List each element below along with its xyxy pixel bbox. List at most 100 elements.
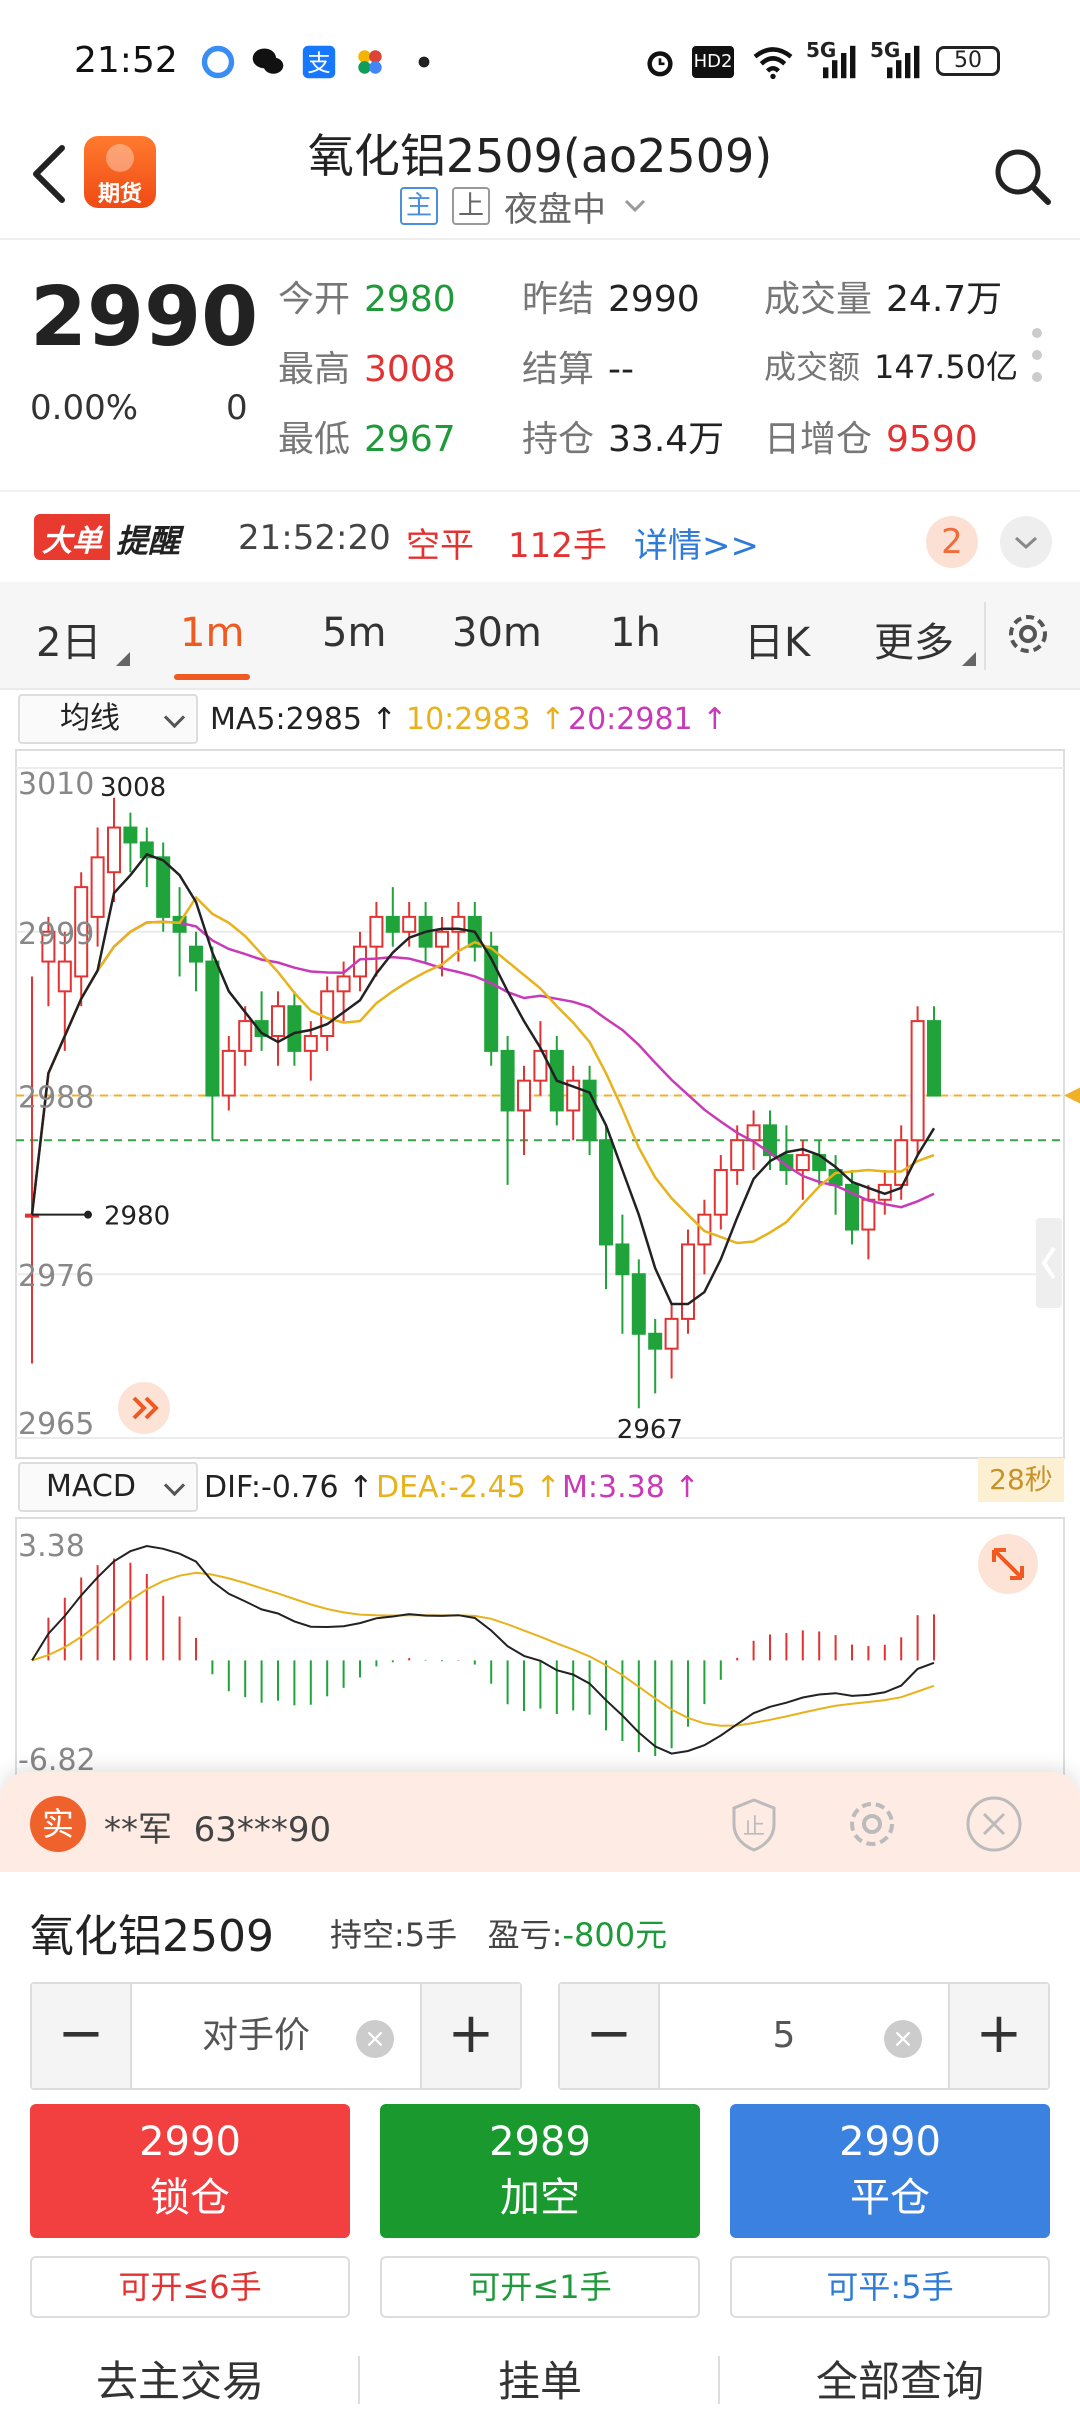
tab-daily-k[interactable]: 日K [744, 620, 811, 666]
corner-triangle-icon [116, 652, 130, 666]
main-contract-tag: 主 [400, 187, 438, 225]
price-plus-button[interactable]: + [420, 1984, 520, 2088]
start-annotation: 2980 [104, 1202, 170, 1232]
y-tick-label: 2965 [18, 1407, 94, 1442]
session-status: 夜盘中 [504, 189, 606, 230]
gear-icon[interactable] [1000, 606, 1056, 662]
candle-body [582, 1079, 597, 1142]
signal-icon-1 [823, 45, 856, 79]
nav-main-trade[interactable]: 去主交易 [95, 2357, 264, 2406]
candle-body [599, 1139, 613, 1246]
wifi-icon [753, 47, 793, 80]
candle-body [648, 1332, 663, 1350]
side-handle[interactable] [1036, 1218, 1062, 1308]
ma-select[interactable]: 均线 [18, 694, 198, 744]
candle-body [500, 1049, 515, 1112]
tab-30m[interactable]: 30m [452, 610, 542, 656]
tab-1m[interactable]: 1m [180, 610, 245, 656]
ma-indicator-row: 均线 MA5:2985 ↑ 10:2983 ↑ 20:2981 ↑ [0, 690, 1080, 748]
qty-clear-button[interactable]: × [884, 2020, 922, 2058]
candlestick-chart[interactable]: 3010 2999 2988 2976 2965 3008 2967 2980 [0, 748, 1080, 1460]
candle-body [435, 930, 449, 948]
candle-body [41, 930, 56, 963]
alert-detail-link[interactable]: 详情>> [634, 526, 759, 566]
low-annotation: 2967 [617, 1415, 683, 1445]
candle-body [303, 1035, 318, 1052]
quote-panel: 2990 0.00% 0 今开 2980 昨结 2990 成交量 24.7万 最高 30… [0, 240, 1080, 480]
macd-tick-top: 3.38 [18, 1529, 85, 1564]
candle-body [894, 1139, 909, 1186]
tab-more[interactable]: 更多 [874, 620, 954, 666]
svg-text:止: 止 [743, 1815, 765, 1840]
hd-voice-icon: HD2 [692, 46, 734, 78]
nav-all-query[interactable]: 全部查询 [815, 2357, 984, 2406]
price-type-input[interactable]: 对手价 [201, 2015, 310, 2056]
app-header: 期货 氧化铝2509(ao2509) 主 上 夜盘中 [0, 112, 1080, 240]
tab-2day[interactable]: 2日 [36, 620, 102, 666]
svg-text:支: 支 [307, 49, 330, 77]
alert-collapse-button[interactable] [1000, 516, 1052, 568]
logo-label: 期货 [97, 182, 142, 207]
candle-body [845, 1183, 859, 1231]
candle-body [238, 1020, 253, 1052]
candle-body [156, 856, 171, 918]
account-info[interactable]: **军 63***90 [104, 1810, 332, 1850]
tab-divider [984, 602, 986, 670]
candle-body [533, 1049, 548, 1082]
candle-body [681, 1243, 695, 1320]
account-bar: 实 **军 63***90 止 [0, 1772, 1080, 1872]
quantity-input[interactable]: 5 [772, 2015, 796, 2056]
add-short-button[interactable]: 2989 加空 [380, 2104, 700, 2238]
price-minus-button[interactable]: − [32, 1984, 132, 2088]
candle-body [631, 1273, 646, 1335]
close-icon[interactable] [964, 1794, 1024, 1854]
candle-body [271, 1005, 285, 1038]
qty-plus-button[interactable]: + [948, 1984, 1048, 2088]
app-pinwheel-icon [358, 50, 382, 74]
back-arrow-icon[interactable] [28, 142, 72, 206]
candle-body [353, 945, 367, 978]
quantity-stepper: − 5 × + [558, 1982, 1050, 2090]
close-position-button[interactable]: 2990 平仓 [730, 2104, 1050, 2238]
expand-icon [992, 1548, 1024, 1580]
stop-shield-icon[interactable]: 止 [724, 1794, 784, 1854]
qty-minus-button[interactable]: − [560, 1984, 660, 2088]
candle-body [517, 1079, 531, 1112]
macd-lines [31, 1544, 935, 1755]
candle-body [385, 915, 400, 933]
macd-chart[interactable]: 3.38 -6.82 [0, 1516, 1080, 1776]
macd-tick-bottom: -6.82 [18, 1743, 96, 1776]
more-dots-icon[interactable] [1032, 328, 1042, 394]
tab-1h[interactable]: 1h [610, 610, 661, 656]
chevron-down-icon [624, 199, 646, 213]
nav-divider [358, 2356, 360, 2404]
wechat-icon [252, 48, 284, 74]
dif-value: DIF:-0.76 ↑ [204, 1470, 374, 1505]
price-clear-button[interactable]: × [356, 2020, 394, 2058]
y-tick-label: 3010 [18, 767, 94, 802]
lock-position-button[interactable]: 2990 锁仓 [30, 2104, 350, 2238]
period-tabs: 2日 1m 5m 30m 1h 日K 更多 [0, 582, 1080, 690]
gear-icon[interactable] [842, 1794, 902, 1854]
price-stepper: − 对手价 × + [30, 1982, 522, 2090]
search-icon[interactable] [990, 144, 1054, 208]
candle-body [402, 915, 417, 933]
alert-count-badge[interactable]: 2 [926, 516, 978, 568]
oi-change-cell: 日增仓 9590 [764, 419, 978, 460]
candle-body [746, 1124, 761, 1142]
candle-body [254, 1020, 269, 1038]
change-percent: 0.00% [30, 388, 139, 428]
futures-logo[interactable]: 期货 [84, 136, 156, 208]
ma10-value: 10:2983 ↑ [406, 702, 566, 737]
tab-5m[interactable]: 5m [322, 610, 387, 656]
settle-cell: 结算 -- [522, 349, 634, 390]
macd-select[interactable]: MACD [18, 1462, 198, 1512]
contract-subline[interactable]: 主 上 夜盘中 [400, 184, 650, 230]
open-cell: 今开 2980 [278, 279, 456, 320]
big-order-alert-bar[interactable]: 大单 提醒 21:52:20 空平 112手 详情>> 2 [0, 490, 1080, 582]
candle-body [123, 826, 138, 844]
page-title[interactable]: 氧化铝2509(ao2509) [307, 129, 773, 183]
change-value: 0 [226, 388, 248, 428]
nav-pending-orders[interactable]: 挂单 [497, 2357, 582, 2406]
ma-lines [30, 852, 936, 1306]
